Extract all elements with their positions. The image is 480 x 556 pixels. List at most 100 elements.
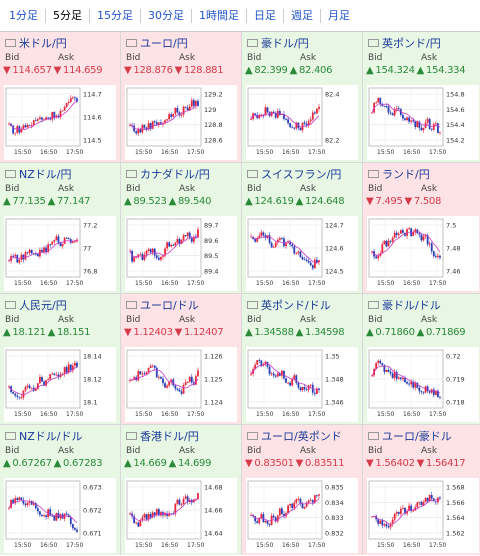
ask-label: Ask <box>300 184 317 194</box>
mini-candlestick-chart[interactable]: 89.7 89.6 89.5 89.4 15:50 16:50 17:50 <box>125 216 237 291</box>
candle-body <box>281 238 283 240</box>
candle-body <box>268 366 271 374</box>
bid-label: Bid <box>247 53 262 63</box>
pair-name-label: ユーロ/豪ドル <box>382 430 452 443</box>
mini-candlestick-chart[interactable]: 77.2 77 76.8 15:50 16:50 17:50 <box>4 216 116 291</box>
candle-body <box>387 526 390 528</box>
candle-body <box>55 374 58 376</box>
mini-candlestick-chart[interactable]: 129.2 129 128.8 128.6 15:50 16:50 17:50 <box>125 85 237 160</box>
pair-name[interactable]: ランド/円 <box>368 167 430 181</box>
candle-body <box>197 370 199 377</box>
candle-body <box>195 100 197 106</box>
direction-arrow-icon: ▲ <box>47 327 56 338</box>
currency-pair-card[interactable]: NZドル/ドル Bid Ask ▲ 0.67267 ▲ 0.67283 0.673 0.672 0… <box>0 425 120 555</box>
y-tick-label: 18.14 <box>83 353 102 361</box>
currency-pair-card[interactable]: 豪ドル/円 Bid Ask ▲ 82.399 ▲ 82.406 82.4 82.2 15:50 16… <box>242 32 362 162</box>
currency-pair-card[interactable]: ユーロ/英ポンド Bid Ask ▼ 0.83501 ▼ 0.83511 0.835 0.834… <box>242 425 362 555</box>
currency-pair-card[interactable]: 英ポンド/円 Bid Ask ▲ 154.324 ▲ 154.334 154.8 154.6 15… <box>363 32 480 162</box>
tab-timeframe[interactable]: 月足 <box>328 8 350 22</box>
candle-body <box>391 237 394 242</box>
currency-pair-card[interactable]: 人民元/円 Bid Ask ▲ 18.121 ▲ 18.151 18.14 18.12 18.1 1… <box>0 294 120 424</box>
candle-body <box>437 390 439 398</box>
pair-name[interactable]: 英ポンド/円 <box>368 36 441 50</box>
mini-candlestick-chart[interactable]: 1.568 1.566 1.564 1.562 15:50 16:50 17:50 <box>367 478 479 553</box>
pair-name-label: ユーロ/円 <box>140 37 188 50</box>
currency-pair-card[interactable]: 香港ドル/円 Bid Ask ▲ 14.669 ▲ 14.699 14.68 14.66 14.6… <box>121 425 241 555</box>
pair-name[interactable]: 英ポンド/ドル <box>247 298 331 312</box>
pair-name[interactable]: NZドル/ドル <box>5 429 82 443</box>
direction-arrow-icon: ▲ <box>124 458 132 469</box>
chart-background <box>125 347 237 422</box>
candle-body <box>428 390 431 393</box>
candle-body <box>188 106 191 111</box>
candle-body <box>439 397 441 398</box>
pair-name[interactable]: ユーロ/ドル <box>126 298 199 312</box>
chart-background <box>246 216 358 291</box>
pair-name[interactable]: ユーロ/豪ドル <box>368 429 452 443</box>
candle-body <box>313 259 316 269</box>
tab-timeframe[interactable]: 日足 <box>247 8 284 23</box>
pair-name[interactable]: ユーロ/円 <box>126 36 188 50</box>
mini-candlestick-chart[interactable]: 0.835 0.834 0.833 0.832 15:50 16:50 17:50 <box>246 478 358 553</box>
mini-candlestick-chart[interactable]: 1.126 1.125 1.124 15:50 16:50 17:50 <box>125 347 237 422</box>
price-row: ▲ 154.324 ▲ 154.334 <box>366 65 467 76</box>
x-tick-label: 17:50 <box>66 149 83 156</box>
candle-body <box>258 114 261 119</box>
pair-name[interactable]: カナダドル/円 <box>126 167 210 181</box>
pair-name[interactable]: NZドル/円 <box>5 167 71 181</box>
candle-body <box>184 106 187 108</box>
candle-body <box>385 106 388 107</box>
mini-candlestick-chart[interactable]: 82.4 82.2 15:50 16:50 17:50 <box>246 85 358 160</box>
candle-body <box>412 381 415 388</box>
pair-name[interactable]: スイスフラン/円 <box>247 167 341 181</box>
bid-label: Bid <box>126 315 141 325</box>
candle-body <box>188 232 191 238</box>
candle-body <box>391 519 394 524</box>
chart-background <box>367 85 479 160</box>
currency-pair-card[interactable]: カナダドル/円 Bid Ask ▲ 89.523 ▲ 89.540 89.7 89.6 89.5 8… <box>121 163 241 293</box>
tab-timeframe[interactable]: 1分足 <box>2 8 46 23</box>
tab-timeframe[interactable]: 5分足 <box>46 8 90 23</box>
currency-pair-card[interactable]: ユーロ/ドル Bid Ask ▼ 1.12403 ▼ 1.12407 1.126 1.125 1.… <box>121 294 241 424</box>
tab-timeframe[interactable]: 週足 <box>284 8 321 23</box>
tab-timeframe[interactable]: 1時間足 <box>192 8 247 23</box>
x-tick-label: 17:50 <box>429 411 446 418</box>
pair-name[interactable]: 豪ドル/ドル <box>368 298 441 312</box>
candle-body <box>43 247 45 252</box>
mini-candlestick-chart[interactable]: 0.673 0.672 0.671 15:50 16:50 17:50 <box>4 478 116 553</box>
candle-body <box>197 229 199 238</box>
currency-pair-card[interactable]: ユーロ/円 Bid Ask ▼ 128.876 ▼ 128.881 129.2 129 128.8… <box>121 32 241 162</box>
currency-pair-card[interactable]: 豪ドル/ドル Bid Ask ▲ 0.71860 ▲ 0.71869 0.72 0.719 0.7… <box>363 294 480 424</box>
y-tick-label: 124.5 <box>325 268 344 276</box>
mini-candlestick-chart[interactable]: 14.68 14.66 14.64 15:50 16:50 17:50 <box>125 478 237 553</box>
pair-name[interactable]: ユーロ/英ポンド <box>247 429 342 443</box>
currency-pair-card[interactable]: スイスフラン/円 Bid Ask ▲ 124.619 ▲ 124.648 124.7 124.6… <box>242 163 362 293</box>
ask-price: 14.699 <box>177 458 212 469</box>
chart-background <box>246 85 358 160</box>
candle-body <box>420 501 423 506</box>
tab-timeframe[interactable]: 15分足 <box>90 8 141 23</box>
candle-body <box>264 520 267 523</box>
mini-candlestick-chart[interactable]: 7.5 7.48 7.46 15:50 16:50 17:50 <box>367 216 479 291</box>
currency-pair-card[interactable]: 米ドル/円 Bid Ask ▼ 114.657 ▼ 114.659 114.7 114.6 114… <box>0 32 120 162</box>
candle-body <box>418 501 421 503</box>
mini-candlestick-chart[interactable]: 1.35 1.348 1.346 15:50 16:50 17:50 <box>246 347 358 422</box>
pair-name[interactable]: 豪ドル/円 <box>247 36 309 50</box>
mini-candlestick-chart[interactable]: 18.14 18.12 18.1 15:50 16:50 17:50 <box>4 347 116 422</box>
currency-pair-card[interactable]: ランド/円 Bid Ask ▼ 7.495 ▼ 7.508 7.5 7.48 7.46 15:50 1… <box>363 163 480 293</box>
tab-timeframe[interactable]: 30分足 <box>141 8 192 23</box>
mini-candlestick-chart[interactable]: 114.7 114.6 114.5 15:50 16:50 17:50 <box>4 85 116 160</box>
currency-pair-card[interactable]: NZドル/円 Bid Ask ▲ 77.135 ▲ 77.147 77.2 77 76.8 15:5… <box>0 163 120 293</box>
mini-candlestick-chart[interactable]: 0.72 0.719 0.718 15:50 16:50 17:50 <box>367 347 479 422</box>
bid-price: 1.34588 <box>254 327 294 338</box>
candle-body <box>258 235 261 239</box>
mini-candlestick-chart[interactable]: 154.8 154.6 154.4 154.2 15:50 16:50 17:50 <box>367 85 479 160</box>
pair-name[interactable]: 米ドル/円 <box>5 36 67 50</box>
pair-name[interactable]: 香港ドル/円 <box>126 429 199 443</box>
currency-pair-card[interactable]: 英ポンド/ドル Bid Ask ▲ 1.34588 ▲ 1.34598 1.35 1.348 1.… <box>242 294 362 424</box>
currency-pair-card[interactable]: ユーロ/豪ドル Bid Ask ▼ 1.56402 ▼ 1.56417 1.568 1.566 1… <box>363 425 480 555</box>
y-tick-label: 0.671 <box>83 530 102 538</box>
candle-body <box>297 251 300 253</box>
pair-name[interactable]: 人民元/円 <box>5 298 67 312</box>
mini-candlestick-chart[interactable]: 124.7 124.6 124.5 15:50 16:50 17:50 <box>246 216 358 291</box>
